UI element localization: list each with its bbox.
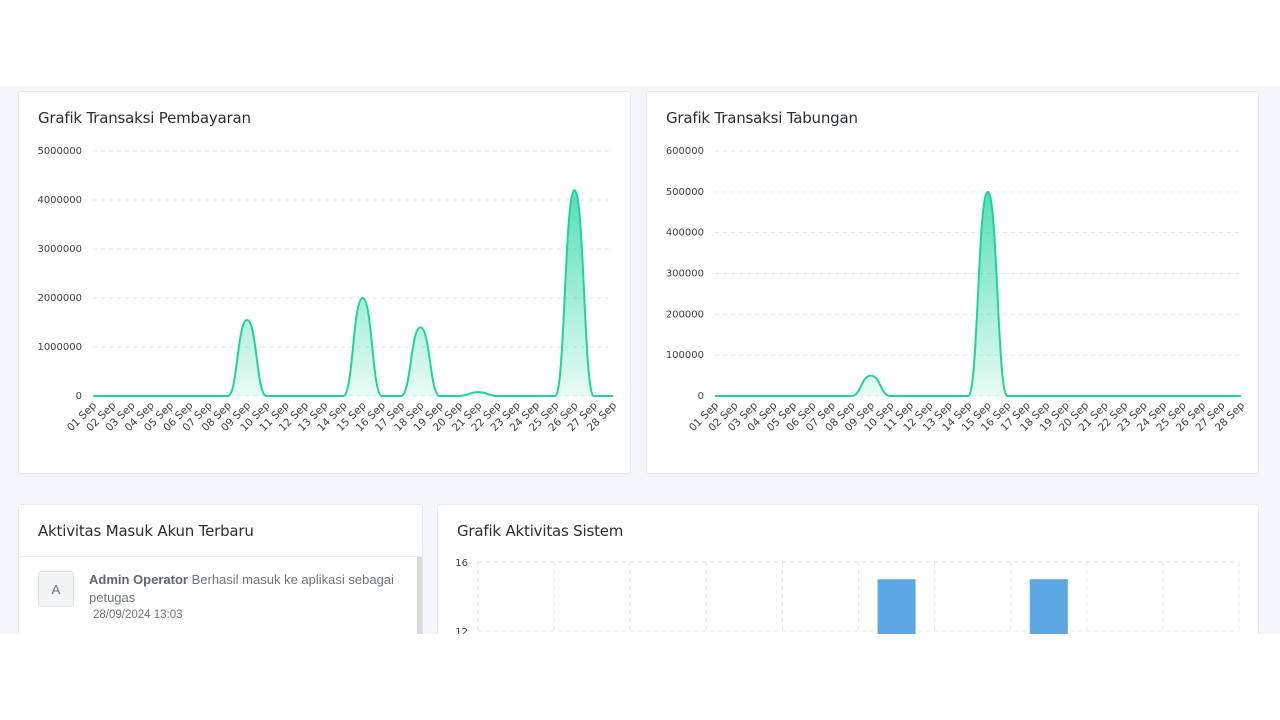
login-activity-item: Admin Operator Berhasil masuk ke aplikas… — [89, 571, 409, 607]
payment-chart-y-tick-label: 4000000 — [37, 195, 82, 206]
savings-chart: 600000500000400000300000200000100000001 … — [666, 146, 1248, 434]
savings-chart-y-tick-label: 600000 — [666, 146, 704, 157]
dashboard-content: Grafik Transaksi Pembayaran 5000000 40000… — [0, 86, 1280, 634]
login-message: Berhasil masuk ke aplikasi sebagai petug… — [89, 572, 394, 605]
payment-chart-y-tick-label: 2000000 — [37, 293, 82, 304]
login-user-name: Admin Operator — [89, 572, 188, 587]
payment-chart-y-tick-label: 5000000 — [37, 146, 82, 157]
system-chart-y-tick-label: 12 — [455, 627, 468, 634]
payment-chart-y-tick-label: 3000000 — [37, 244, 82, 255]
savings-chart-y-tick-label: 0 — [698, 391, 704, 402]
system-activity-chart-card: Grafik Aktivitas Sistem 16 12 — [437, 504, 1259, 634]
savings-chart-y-tick-label: 300000 — [666, 269, 704, 280]
savings-chart-title: Grafik Transaksi Tabungan — [666, 109, 858, 127]
savings-chart-series-line — [714, 190, 1241, 398]
payment-chart-area — [93, 190, 613, 396]
payment-chart-y-tick-label: 1000000 — [37, 342, 82, 353]
system-chart-bar — [1029, 579, 1068, 634]
system-chart-y-tick-label: 16 — [455, 558, 468, 569]
savings-chart-card: Grafik Transaksi Tabungan 600000 500000 40… — [646, 91, 1259, 474]
login-timestamp: 28/09/2024 13:03 — [93, 609, 183, 621]
login-activity-title: Aktivitas Masuk Akun Terbaru — [38, 522, 254, 540]
savings-chart-y-tick-label: 100000 — [666, 350, 704, 361]
savings-chart-y-tick-label: 200000 — [666, 309, 704, 320]
system-chart-title: Grafik Aktivitas Sistem — [457, 522, 624, 540]
divider — [19, 556, 422, 557]
avatar: A — [38, 571, 74, 607]
payment-chart-card: Grafik Transaksi Pembayaran 5000000 40000… — [18, 91, 631, 474]
payment-chart-series-line — [92, 189, 613, 398]
savings-chart-y-tick-label: 400000 — [666, 228, 704, 239]
payment-chart-y-tick-label: 0 — [76, 391, 82, 402]
payment-chart-title: Grafik Transaksi Pembayaran — [38, 109, 251, 127]
savings-chart-y-tick-label: 500000 — [666, 187, 704, 198]
login-activity-card: Aktivitas Masuk Akun Terbaru A Admin Ope… — [18, 504, 423, 634]
scrollbar[interactable] — [417, 557, 422, 634]
system-chart-bar — [877, 579, 916, 634]
